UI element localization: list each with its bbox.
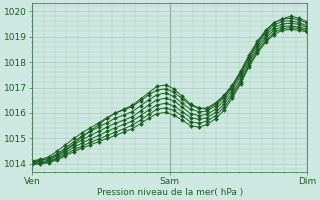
X-axis label: Pression niveau de la mer( hPa ): Pression niveau de la mer( hPa ) — [97, 188, 243, 197]
